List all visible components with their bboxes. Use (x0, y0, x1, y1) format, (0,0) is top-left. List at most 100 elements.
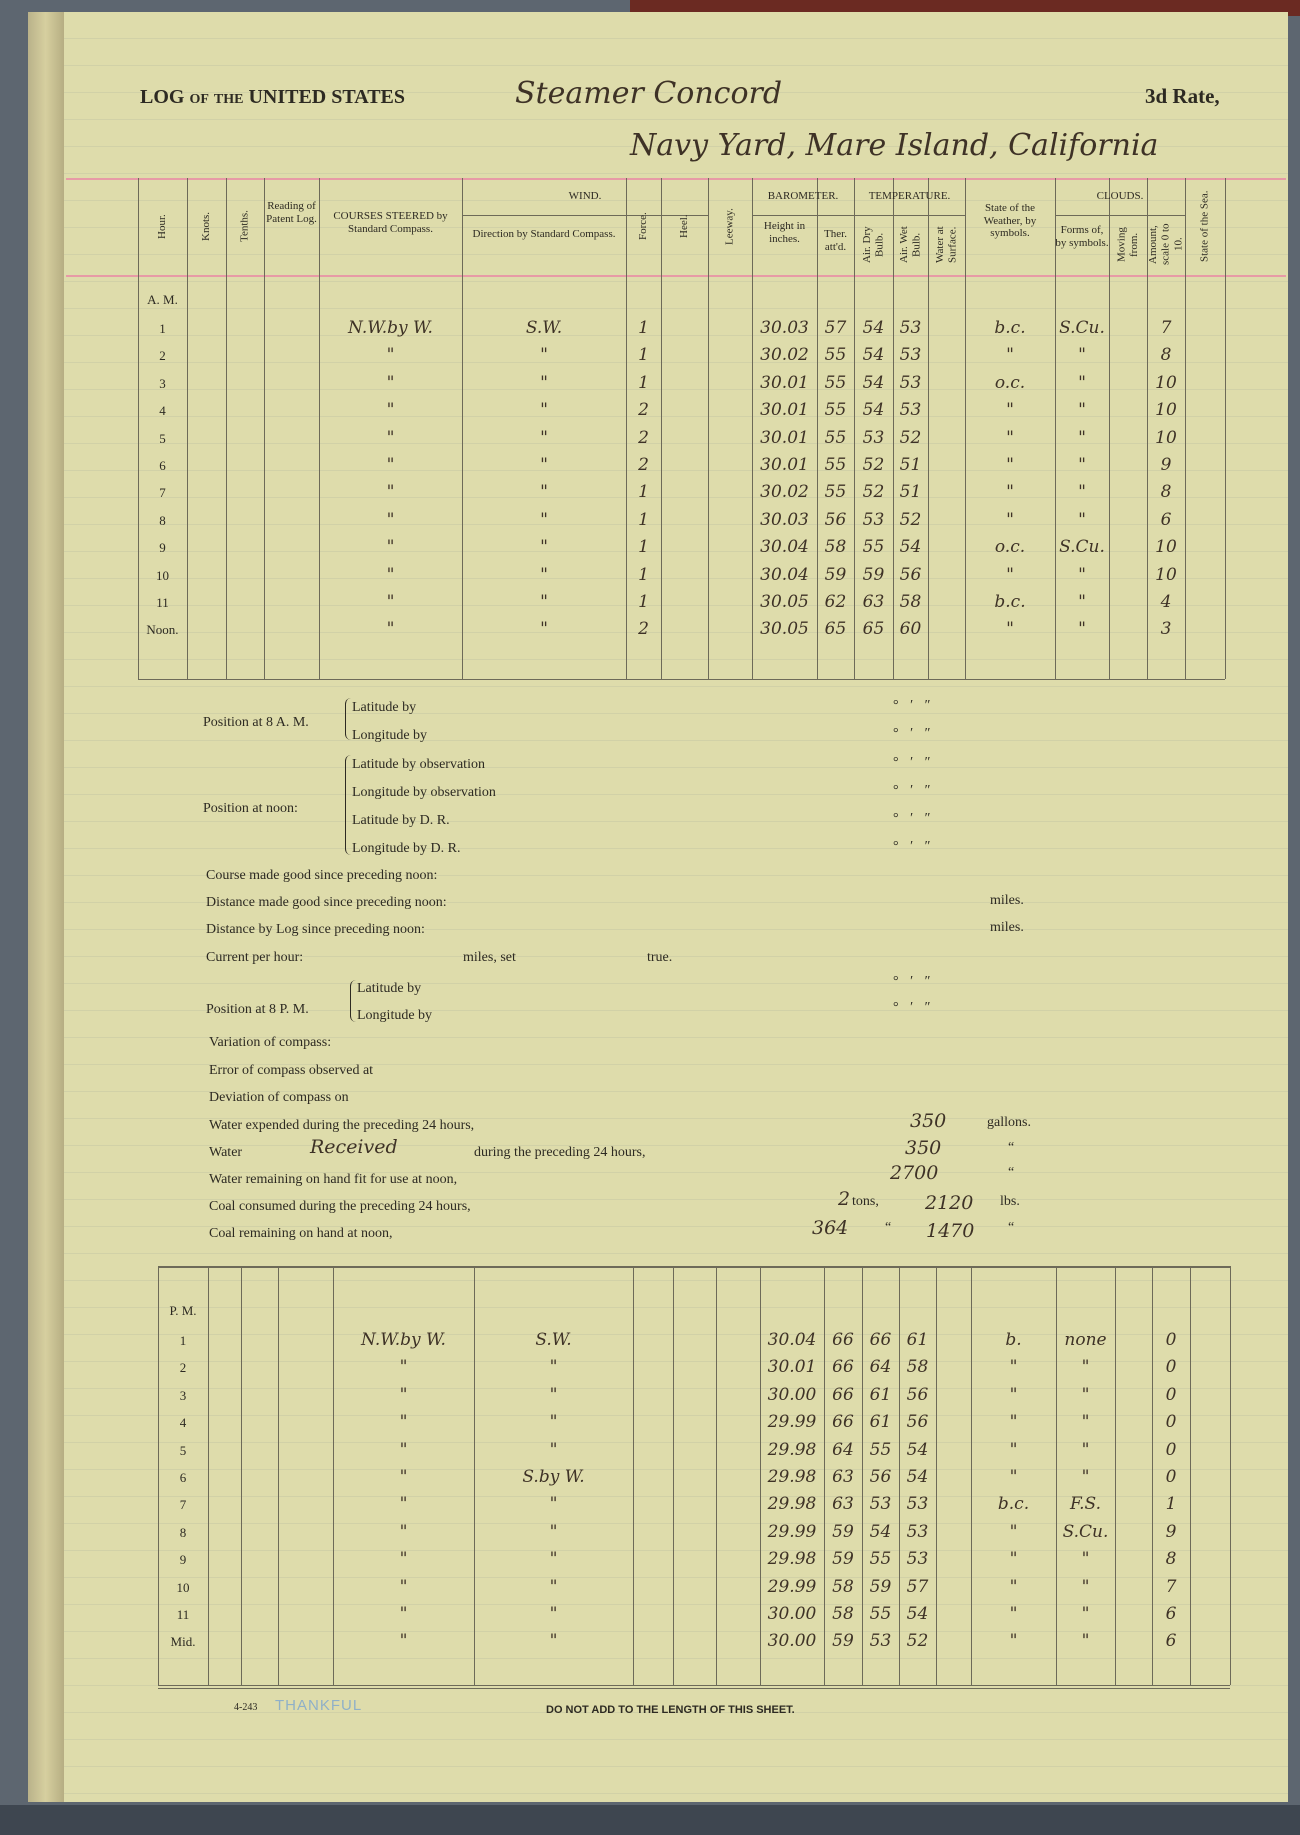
barometer-cell: 30.01 (760, 372, 809, 393)
cloud-amount-cell: 7 (1165, 1576, 1177, 1597)
hour-cell: 3 (159, 375, 166, 391)
column-header-force: Force. (637, 212, 650, 241)
wind-direction-cell: S.W. (525, 318, 563, 338)
wind-direction-cell: " (549, 1549, 558, 1570)
barometer-cell: 30.01 (760, 455, 809, 475)
wet-bulb-cell: 56 (906, 1412, 929, 1433)
hour-cell: 3 (179, 1387, 187, 1403)
course-cell: " (386, 564, 395, 585)
latitude-label: Latitude by (357, 981, 422, 996)
wet-bulb-cell: 53 (899, 318, 922, 338)
thermometer-cell: 59 (832, 1521, 854, 1542)
brace (345, 755, 351, 855)
wind-direction-cell: " (540, 427, 548, 448)
thermometer-cell: 55 (824, 427, 847, 448)
column-line (1230, 1266, 1231, 1685)
thermometer-cell: 57 (824, 318, 847, 338)
hour-cell: 6 (159, 458, 166, 473)
barometer-cell: 30.04 (760, 564, 809, 585)
barometer-cell: 30.02 (760, 345, 809, 366)
wet-bulb-cell: 54 (906, 1604, 929, 1624)
column-header-wet: Air. Wet Bulb. (897, 226, 923, 263)
course-cell: " (399, 1521, 408, 1542)
column-line (264, 178, 265, 679)
wet-bulb-cell: 53 (906, 1494, 929, 1515)
cloud-forms-cell: " (1081, 1439, 1090, 1460)
wet-bulb-cell: 51 (899, 482, 922, 503)
force-cell: 1 (638, 482, 649, 503)
barometer-cell: 30.04 (760, 537, 809, 558)
coal-remaining-lbs: 1470 (926, 1220, 975, 1242)
gallons-unit: gallons. (987, 1115, 1031, 1130)
weather-cell: " (1009, 1576, 1018, 1597)
header-rule (66, 275, 1286, 277)
force-cell: 1 (638, 345, 649, 366)
table-rule (158, 1266, 1230, 1268)
force-cell: 1 (638, 592, 649, 612)
miles-set-label: miles, set (463, 950, 516, 965)
wind-direction-cell: " (549, 1439, 558, 1460)
cloud-amount-cell: 1 (1165, 1494, 1177, 1515)
wet-bulb-cell: 54 (899, 537, 922, 558)
course-cell: " (386, 509, 395, 530)
dry-bulb-cell: 53 (869, 1631, 892, 1652)
course-made-good-label: Course made good since preceding noon: (206, 868, 438, 883)
weather-cell: " (1009, 1604, 1018, 1624)
hour-cell: 9 (159, 540, 166, 556)
cloud-forms-cell: " (1078, 619, 1086, 640)
dry-bulb-cell: 52 (862, 482, 885, 503)
wet-bulb-cell: 53 (906, 1549, 929, 1570)
force-cell: 2 (638, 455, 649, 475)
cloud-forms-cell: " (1078, 482, 1086, 503)
course-cell: " (386, 345, 395, 366)
ditto-mark: “ (1008, 1140, 1015, 1155)
weather-cell: b.c. (994, 318, 1026, 338)
cloud-amount-cell: 7 (1160, 318, 1172, 338)
cloud-amount-cell: 6 (1165, 1631, 1177, 1652)
table-rule (158, 1685, 1230, 1686)
column-line (1190, 1266, 1191, 1685)
column-header-height: Height in inches. (763, 220, 806, 245)
log-title: LOG of the UNITED STATES (140, 86, 405, 108)
cloud-forms-cell: " (1081, 1384, 1090, 1405)
weather-cell: b.c. (997, 1494, 1030, 1515)
wind-direction-cell: " (549, 1412, 558, 1433)
course-cell: " (399, 1384, 408, 1405)
coal-remaining-label: Coal remaining on hand at noon, (209, 1226, 393, 1241)
thermometer-cell: 66 (832, 1357, 854, 1378)
wet-bulb-cell: 58 (899, 592, 922, 612)
course-cell: " (386, 400, 395, 421)
cloud-forms-cell: " (1081, 1467, 1090, 1487)
thermometer-cell: 58 (832, 1576, 854, 1597)
cloud-amount-cell: 8 (1160, 482, 1172, 503)
cloud-amount-cell: 6 (1165, 1604, 1177, 1624)
wind-direction-cell: " (549, 1604, 558, 1624)
cloud-forms-cell: " (1081, 1631, 1090, 1652)
force-cell: 1 (638, 509, 649, 530)
column-line (333, 1266, 334, 1685)
weather-cell: " (1006, 509, 1014, 530)
dry-bulb-cell: 63 (862, 592, 885, 612)
column-header-amount: Amount, scale 0 to 10. (1147, 223, 1185, 266)
hour-cell: 5 (179, 1442, 187, 1458)
wind-direction-cell: " (540, 372, 548, 393)
column-header-wind: WIND. (568, 190, 602, 202)
degrees-placeholder: ° ′ ″ (893, 755, 935, 770)
thermometer-cell: 55 (824, 372, 847, 393)
hour-cell: 9 (179, 1552, 187, 1568)
miles-unit: miles. (990, 893, 1024, 908)
wet-bulb-cell: 53 (906, 1521, 929, 1542)
dry-bulb-cell: 56 (869, 1467, 892, 1487)
wind-direction-cell: " (540, 509, 548, 530)
degrees-placeholder: ° ′ ″ (893, 974, 935, 989)
column-header-patent_log: Reading of Patent Log. (266, 200, 317, 225)
dry-bulb-cell: 66 (869, 1330, 892, 1350)
longitude-label: Longitude by (352, 728, 428, 743)
dry-bulb-cell: 55 (869, 1604, 892, 1624)
column-line (319, 178, 320, 679)
column-line (661, 178, 662, 679)
cloud-forms-cell: " (1078, 372, 1086, 393)
longitude-label: Longitude by (357, 1008, 433, 1023)
thermometer-cell: 55 (824, 400, 847, 421)
column-line (752, 178, 753, 679)
